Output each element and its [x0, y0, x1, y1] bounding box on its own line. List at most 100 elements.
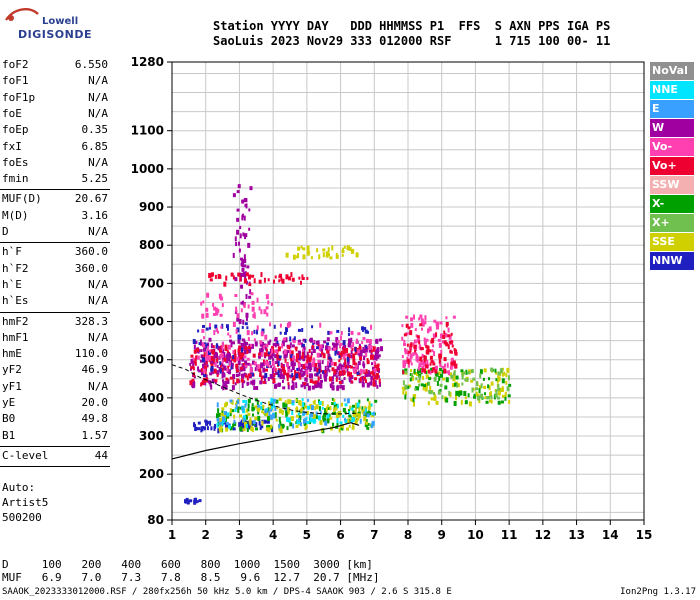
echo-point	[282, 366, 286, 371]
echo-point	[336, 418, 339, 424]
echo-point	[304, 426, 307, 431]
param-value: N/A	[88, 225, 108, 238]
param-label: hmF1	[2, 330, 29, 344]
echo-point	[260, 362, 264, 366]
echo-point	[308, 356, 312, 362]
echo-point	[362, 361, 365, 365]
echo-point	[232, 193, 236, 198]
echo-point	[200, 426, 204, 432]
echo-point	[272, 358, 275, 362]
param-label: foF1	[2, 74, 29, 88]
echo-point	[326, 349, 330, 354]
echo-point	[215, 353, 218, 359]
echo-point	[373, 368, 377, 373]
echo-point	[297, 342, 301, 346]
echo-point	[197, 329, 200, 333]
auto-program: Artist5	[2, 496, 49, 509]
echo-point	[417, 337, 421, 343]
echo-point	[239, 354, 243, 360]
muf-distance-row: D 100 200 400 600 800 1000 1500 3000 [km…	[2, 558, 373, 571]
echo-point	[197, 421, 201, 425]
echo-point	[314, 380, 318, 385]
echo-point	[201, 328, 205, 333]
param-label: foF1p	[2, 90, 36, 104]
echo-point	[240, 421, 243, 427]
echo-point	[329, 416, 333, 420]
echo-point	[416, 386, 420, 391]
echo-point	[236, 327, 240, 333]
echo-point	[433, 395, 437, 401]
echo-point	[241, 263, 244, 268]
echo-point	[414, 352, 418, 356]
echo-point	[441, 340, 445, 344]
echo-point	[452, 360, 456, 366]
echo-point	[289, 400, 292, 405]
echo-point	[324, 408, 327, 413]
echo-point	[312, 349, 316, 354]
echo-point	[404, 349, 408, 355]
echo-point	[279, 428, 283, 434]
echo-point	[407, 326, 411, 330]
echo-point	[354, 362, 358, 366]
echo-point	[278, 416, 281, 422]
echo-point	[262, 411, 265, 415]
echo-point	[210, 367, 213, 372]
echo-point	[251, 300, 255, 305]
echo-point	[229, 408, 232, 414]
echo-point	[209, 372, 213, 376]
echo-point	[362, 328, 365, 332]
echo-point	[453, 400, 457, 406]
echo-point	[490, 381, 494, 386]
echo-point	[226, 327, 229, 331]
echo-point	[196, 355, 200, 360]
echo-point	[297, 246, 301, 251]
echo-point	[199, 359, 203, 363]
echo-point	[244, 403, 247, 408]
echo-point	[228, 357, 231, 362]
param-row: C-level 44	[2, 449, 108, 465]
y-tick-label: 900	[139, 200, 164, 214]
echo-point	[350, 345, 353, 350]
echo-point	[241, 199, 245, 204]
echo-point	[274, 405, 277, 411]
echo-point	[268, 354, 272, 360]
echo-point	[296, 414, 300, 418]
echo-point	[410, 369, 413, 373]
echo-point	[240, 378, 244, 383]
echo-point	[335, 415, 338, 419]
echo-point	[236, 217, 240, 222]
echo-point	[310, 412, 314, 418]
echo-point	[262, 362, 265, 367]
header-line2: SaoLuis 2023 Nov29 333 012000 RSF 1 715 …	[213, 34, 611, 48]
echo-point	[367, 405, 371, 410]
echo-point	[190, 354, 194, 358]
echo-point	[415, 334, 418, 338]
param-label: B0	[2, 412, 16, 426]
echo-point	[349, 372, 352, 378]
echo-point	[310, 351, 313, 356]
echo-point	[372, 382, 376, 387]
echo-point	[216, 370, 220, 376]
echo-point	[220, 423, 223, 429]
echo-point	[353, 414, 357, 419]
param-value: 6.550	[74, 58, 108, 71]
echo-point	[287, 382, 290, 386]
echo-point	[507, 394, 511, 398]
echo-point	[225, 324, 229, 329]
echo-point	[461, 373, 464, 378]
echo-point	[341, 385, 345, 391]
echo-point	[298, 362, 302, 368]
echo-point	[336, 420, 339, 426]
echo-point	[189, 380, 193, 386]
echo-point	[222, 379, 225, 383]
echo-point	[272, 404, 276, 408]
echo-point	[411, 373, 414, 379]
echo-point	[235, 306, 238, 312]
param-label: h`F	[2, 245, 22, 259]
echo-point	[260, 352, 263, 358]
echo-point	[281, 278, 285, 284]
param-separator	[0, 189, 110, 191]
echo-point	[317, 359, 321, 363]
echo-point	[223, 410, 227, 415]
echo-point	[224, 424, 228, 428]
